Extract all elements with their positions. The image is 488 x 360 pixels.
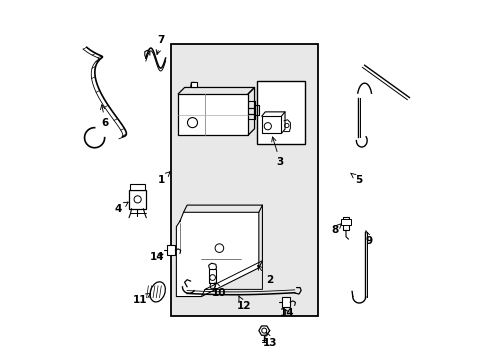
Ellipse shape bbox=[150, 282, 165, 302]
Bar bbox=[209, 269, 215, 283]
Bar bbox=[178, 94, 247, 135]
Text: 9: 9 bbox=[365, 230, 372, 246]
Bar bbox=[340, 220, 351, 225]
Text: 4: 4 bbox=[114, 202, 128, 214]
Bar bbox=[342, 217, 348, 230]
Text: 2: 2 bbox=[257, 265, 273, 285]
Bar bbox=[130, 184, 144, 190]
Text: 10: 10 bbox=[212, 282, 226, 298]
Bar bbox=[282, 297, 289, 307]
Text: 8: 8 bbox=[330, 224, 341, 235]
Bar bbox=[190, 82, 197, 87]
Text: 6: 6 bbox=[101, 105, 109, 128]
Text: 7: 7 bbox=[156, 35, 164, 54]
Polygon shape bbox=[176, 212, 258, 297]
Bar bbox=[129, 190, 146, 209]
Text: 13: 13 bbox=[263, 332, 277, 348]
Text: 3: 3 bbox=[271, 137, 284, 167]
Text: 5: 5 bbox=[350, 173, 362, 185]
Text: 14: 14 bbox=[149, 252, 163, 262]
Text: 11: 11 bbox=[132, 293, 150, 305]
Text: 14: 14 bbox=[280, 309, 294, 318]
Text: 12: 12 bbox=[236, 296, 250, 311]
Bar bbox=[167, 245, 175, 255]
Bar bbox=[257, 81, 305, 144]
Bar bbox=[261, 116, 281, 134]
Bar bbox=[171, 44, 317, 316]
Text: 1: 1 bbox=[157, 172, 170, 185]
